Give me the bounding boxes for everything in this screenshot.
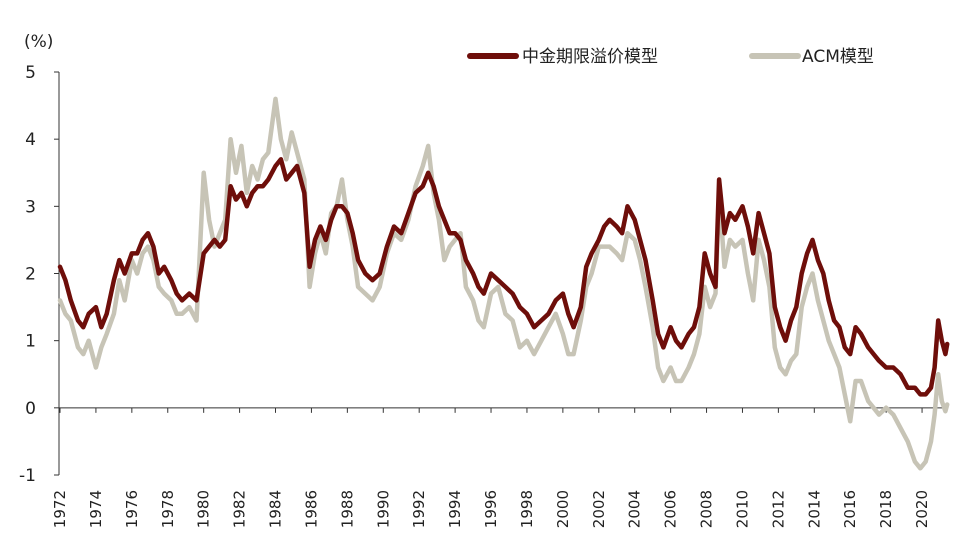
x-tick-label: 1988 [338,490,356,528]
y-tick-label: 0 [25,399,36,419]
series-line-cicc [57,157,950,397]
series-line-acm [57,96,950,471]
x-tick-label: 1978 [159,490,177,528]
x-tick-label: 1986 [302,490,320,528]
y-tick-label: 2 [25,265,36,285]
x-tick-label: 2004 [626,490,644,528]
y-tick-label: -1 [19,466,36,486]
x-tick-label: 1996 [482,490,500,528]
x-tick-label: 2010 [733,490,751,528]
x-tick-label: 2000 [554,490,572,528]
y-tick-label: 5 [25,63,36,83]
x-tick-label: 1998 [518,490,536,528]
x-tick-label: 2020 [913,490,931,528]
x-tick-label: 2006 [662,490,680,528]
y-tick-label: 1 [25,332,36,352]
x-tick-label: 1994 [446,490,464,528]
series-layer [57,96,950,471]
x-tick-label: 1990 [374,490,392,528]
legend-label-cicc: 中金期限溢价模型 [522,47,658,67]
x-tick-label: 2002 [590,490,608,528]
x-tick-label: 1976 [123,490,141,528]
x-tick-label: 2016 [841,490,859,528]
x-tick-label: 2014 [805,490,823,528]
x-tick-label: 1984 [267,490,285,528]
y-unit-label: (%) [24,32,53,52]
x-tick-label: 2008 [698,490,716,528]
x-tick-label: 1972 [51,490,69,528]
axes: -1 0 1 2 3 4 5 1972 1974 1976 1978 1980 1982 1984 1986… [19,63,948,528]
x-tick-label: 1980 [195,490,213,528]
legend: 中金期限溢价模型 ACM模型 [467,47,874,67]
x-tick-label: 1982 [231,490,249,528]
y-tick-label: 3 [25,197,36,217]
x-tick-label: 1974 [87,490,105,528]
x-tick-label: 2018 [877,490,895,528]
x-tick-label: 1992 [410,490,428,528]
x-tick-label: 2012 [769,490,787,528]
legend-label-acm: ACM模型 [802,47,874,67]
y-tick-label: 4 [25,130,36,150]
